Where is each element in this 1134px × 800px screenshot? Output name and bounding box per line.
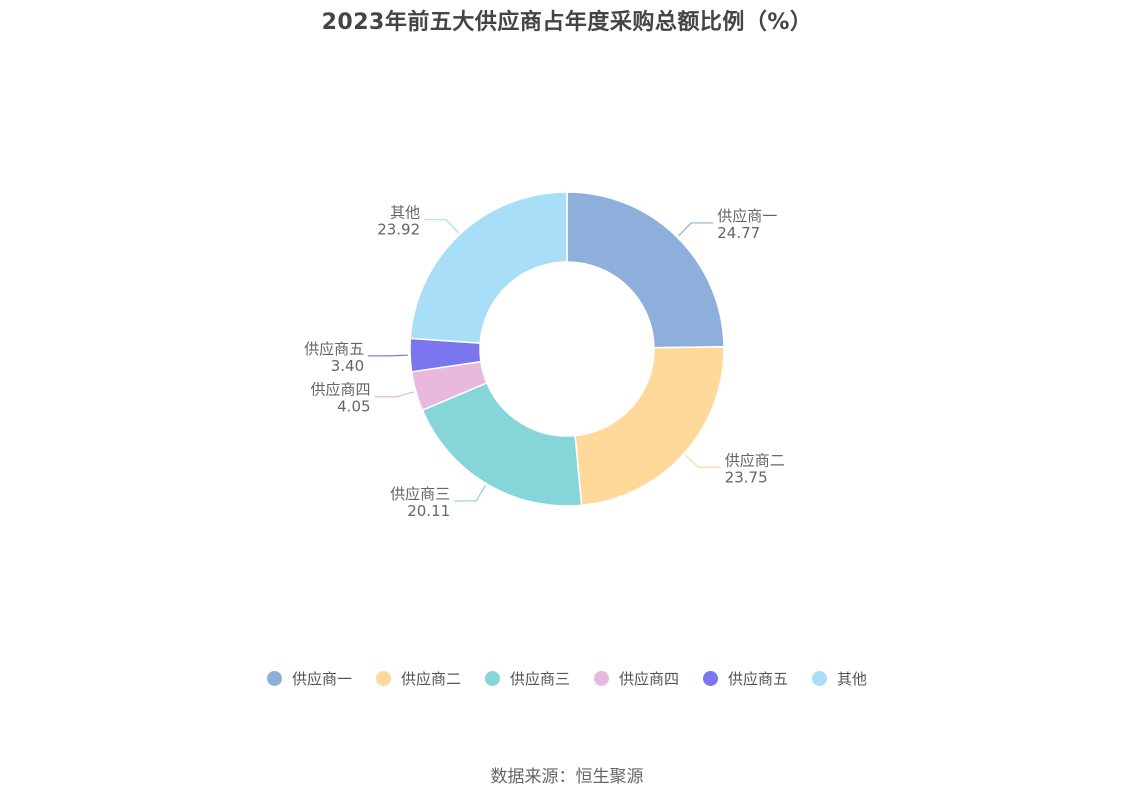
donut-slices xyxy=(409,191,725,507)
leader-line-5 xyxy=(368,354,409,357)
legend-marker-icon xyxy=(594,671,609,686)
slice-2 xyxy=(574,345,725,507)
leader-line-2 xyxy=(684,454,721,468)
legend-item-2[interactable]: 供应商二 xyxy=(375,668,461,689)
legend-label: 供应商四 xyxy=(619,670,680,688)
legend-marker-icon xyxy=(703,671,719,686)
label-leader-lines xyxy=(368,219,721,502)
leader-line-3 xyxy=(454,485,486,502)
slice-name-label-5: 供应商五 xyxy=(304,340,364,358)
slice-value-label-2: 23.75 xyxy=(725,468,768,486)
leader-line-1 xyxy=(678,222,714,237)
slice-name-label-1: 供应商一 xyxy=(717,207,777,225)
chart-legend: 供应商一 供应商二 供应商三 供应商四 供应商五 其他 xyxy=(0,668,1134,689)
slice-value-label-4: 4.05 xyxy=(337,398,370,416)
leader-line-6 xyxy=(424,219,459,234)
slice-value-label-5: 3.40 xyxy=(331,357,364,375)
legend-label: 供应商五 xyxy=(728,670,789,688)
data-source: 数据来源：恒生聚源 xyxy=(490,767,644,787)
leader-line-4 xyxy=(374,391,415,398)
slice-name-label-6: 其他 xyxy=(390,204,420,222)
legend-item-1[interactable]: 供应商一 xyxy=(266,668,352,689)
slice-name-label-4: 供应商四 xyxy=(311,381,371,399)
legend-item-3[interactable]: 供应商三 xyxy=(484,668,570,689)
slice-name-label-2: 供应商二 xyxy=(725,451,785,469)
legend-item-4[interactable]: 供应商四 xyxy=(594,668,679,689)
slice-value-label-6: 23.92 xyxy=(377,221,420,239)
legend-label: 供应商一 xyxy=(291,670,352,688)
slice-1 xyxy=(566,191,725,349)
slice-value-label-1: 24.77 xyxy=(717,224,760,242)
slice-6 xyxy=(409,191,568,344)
legend-marker-icon xyxy=(484,671,500,686)
legend-item-5[interactable]: 供应商五 xyxy=(703,668,788,689)
legend-label: 供应商三 xyxy=(509,670,570,688)
legend-marker-icon xyxy=(812,671,828,686)
legend-label: 其他 xyxy=(837,670,868,688)
chart-title: 2023年前五大供应商占年度采购总额比例（%） xyxy=(321,10,813,35)
legend-marker-icon xyxy=(375,671,391,686)
slice-value-label-3: 20.11 xyxy=(407,502,450,520)
legend-marker-icon xyxy=(266,671,282,686)
slice-name-label-3: 供应商三 xyxy=(390,485,450,503)
legend-label: 供应商二 xyxy=(400,670,461,688)
legend-item-6[interactable]: 其他 xyxy=(812,668,867,689)
